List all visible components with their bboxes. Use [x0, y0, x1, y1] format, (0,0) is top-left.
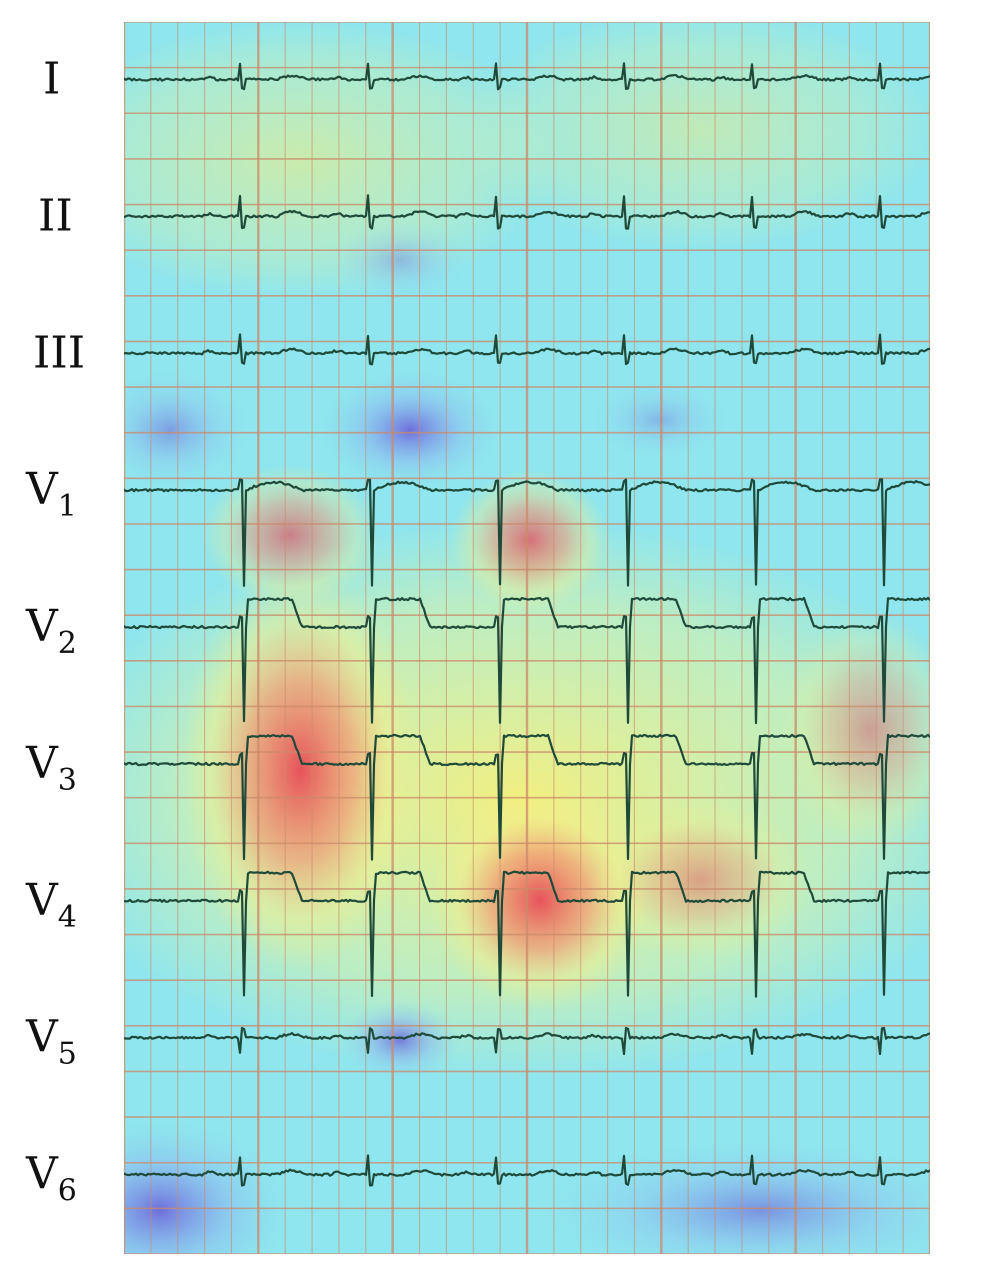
ecg-trace-V1	[124, 478, 930, 588]
lead-label-III: III	[33, 327, 85, 378]
ecg-traces	[124, 62, 930, 1187]
lead-label-V4: V4	[25, 875, 77, 935]
ecg-trace-III	[124, 333, 930, 366]
lead-label-V3: V3	[25, 738, 77, 798]
ecg-grid	[124, 22, 930, 1254]
ecg-trace-V3	[124, 733, 930, 861]
lead-label-I: I	[43, 53, 60, 104]
ecg-trace-II	[124, 194, 930, 230]
lead-label-V6: V6	[25, 1149, 77, 1209]
ecg-trace-V6	[124, 1154, 930, 1187]
lead-label-V2: V2	[25, 601, 77, 661]
lead-label-V5: V5	[25, 1012, 77, 1072]
lead-label-II: II	[38, 190, 73, 241]
ecg-trace-V4	[124, 870, 930, 998]
ecg-trace-V2	[124, 596, 930, 725]
lead-label-V1: V1	[25, 464, 77, 524]
ecg-trace-I	[124, 62, 930, 91]
ecg-trace-V5	[124, 1026, 930, 1056]
